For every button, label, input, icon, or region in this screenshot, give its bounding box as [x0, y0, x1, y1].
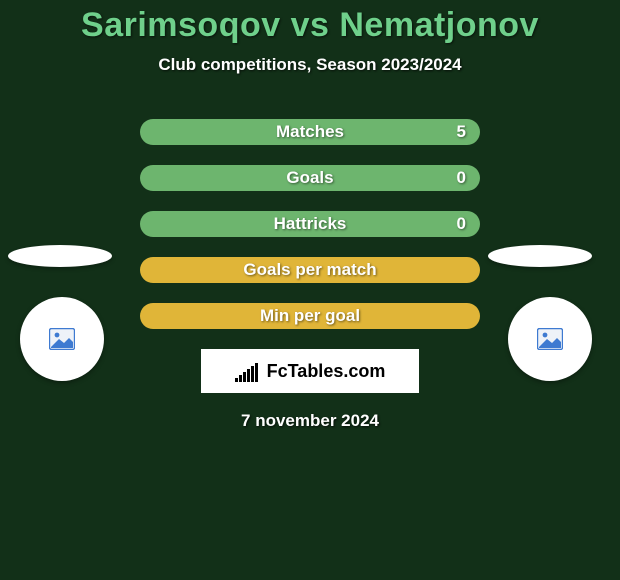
stat-bar-label: Goals	[286, 168, 333, 188]
right-player-avatar	[508, 297, 592, 381]
stat-bar-value-right: 0	[457, 214, 466, 234]
stat-bar: Min per goal	[140, 303, 480, 329]
subtitle: Club competitions, Season 2023/2024	[0, 55, 620, 75]
logo-box: FcTables.com	[201, 349, 419, 393]
title-left: Sarimsoqov	[81, 6, 281, 44]
date-label: 7 november 2024	[0, 411, 620, 431]
logo-text: FcTables.com	[267, 361, 386, 382]
title-vs: vs	[291, 6, 330, 44]
stat-bar-label: Min per goal	[260, 306, 360, 326]
right-flag-ellipse	[488, 245, 592, 267]
page-root: Sarimsoqov vs Nematjonov Club competitio…	[0, 0, 620, 580]
stat-bar: Matches 5	[140, 119, 480, 145]
placeholder-image-icon	[537, 328, 563, 350]
stat-bars: Matches 5 Goals 0 Hattricks 0 Goals per match M…	[140, 119, 480, 329]
logo-bars-icon	[235, 360, 261, 382]
page-title: Sarimsoqov vs Nematjonov	[0, 6, 620, 45]
stat-bar-label: Goals per match	[243, 260, 376, 280]
left-player-avatar	[20, 297, 104, 381]
content-area: Matches 5 Goals 0 Hattricks 0 Goals per match M…	[0, 119, 620, 431]
stat-bar-value-right: 5	[457, 122, 466, 142]
stat-bar-label: Hattricks	[274, 214, 347, 234]
stat-bar: Goals per match	[140, 257, 480, 283]
stat-bar: Goals 0	[140, 165, 480, 191]
title-right: Nematjonov	[339, 6, 539, 44]
placeholder-image-icon	[49, 328, 75, 350]
stat-bar-value-right: 0	[457, 168, 466, 188]
stat-bar-label: Matches	[276, 122, 344, 142]
left-flag-ellipse	[8, 245, 112, 267]
stat-bar: Hattricks 0	[140, 211, 480, 237]
logo: FcTables.com	[235, 360, 386, 382]
